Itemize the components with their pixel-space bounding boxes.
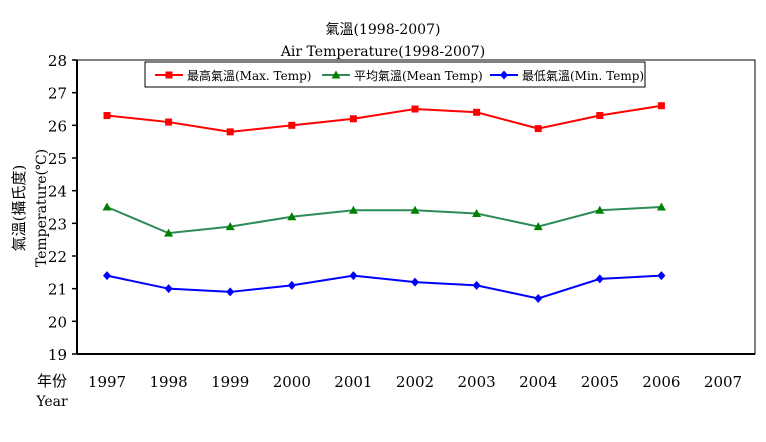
y-axis-label-en: Temperature(℃): [34, 149, 50, 267]
y-tick-label: 28: [48, 52, 67, 70]
legend-label: 最低氣溫(Min. Temp): [522, 69, 644, 83]
x-tick-label: 2004: [519, 373, 557, 391]
series-2: [103, 271, 666, 303]
data-point: [102, 202, 112, 211]
y-tick-label: 22: [48, 248, 67, 266]
data-point: [164, 228, 174, 237]
series-line: [106, 104, 662, 133]
x-tick-label: 2001: [334, 373, 372, 391]
data-point: [226, 128, 234, 136]
data-point: [288, 121, 296, 129]
data-point: [657, 271, 666, 281]
legend-item: 最高氣溫(Max. Temp): [155, 68, 311, 83]
data-point: [349, 271, 358, 281]
x-tick-label: 2007: [704, 373, 742, 391]
x-tick-label: 1998: [150, 373, 188, 391]
y-tick-label: 26: [48, 117, 67, 135]
x-tick-label: 2003: [458, 373, 496, 391]
data-point: [534, 125, 542, 133]
data-point: [534, 293, 543, 303]
series-1: [102, 202, 666, 237]
data-point: [411, 105, 419, 113]
x-axis-label: 年份: [37, 372, 67, 390]
series-line: [106, 206, 662, 235]
data-point: [500, 70, 508, 80]
data-point: [657, 102, 665, 110]
legend-box: [144, 61, 646, 88]
data-point: [165, 118, 173, 126]
legend-label: 最高氣溫(Max. Temp): [187, 68, 311, 83]
chart-title: 氣溫(1998-2007): [326, 22, 441, 38]
x-tick-label: 2002: [396, 373, 434, 391]
data-point: [226, 287, 235, 297]
y-tick-label: 23: [48, 215, 67, 233]
y-axis-label: 氣溫(攝氏度): [10, 165, 28, 252]
data-point: [287, 212, 297, 221]
series-0: [103, 102, 665, 136]
x-tick-label: 1999: [211, 373, 249, 391]
data-point: [225, 222, 235, 231]
series-line: [106, 274, 662, 300]
legend-item: 平均氣溫(Mean Temp): [322, 69, 483, 83]
y-tick-label: 24: [48, 183, 67, 201]
data-point: [472, 209, 482, 218]
y-tick-label: 20: [48, 313, 67, 331]
x-tick-label: 2006: [642, 373, 680, 391]
data-point: [103, 112, 111, 120]
data-point: [331, 70, 341, 79]
data-point: [349, 115, 357, 123]
data-point: [411, 277, 419, 287]
y-tick-label: 21: [48, 281, 67, 299]
y-tick-label: 27: [48, 85, 67, 103]
data-point: [164, 284, 173, 294]
data-point: [473, 108, 481, 116]
x-tick-label: 2005: [581, 373, 619, 391]
data-point: [348, 205, 358, 214]
data-point: [410, 205, 420, 214]
data-point: [595, 274, 604, 284]
data-point: [656, 202, 666, 211]
data-point: [472, 280, 481, 290]
data-point: [165, 71, 173, 79]
data-point: [533, 222, 543, 231]
legend-label: 平均氣溫(Mean Temp): [354, 69, 483, 83]
data-point: [103, 271, 111, 281]
data-point: [595, 205, 605, 214]
legend-item: 最低氣溫(Min. Temp): [490, 69, 644, 83]
y-tick-label: 25: [48, 150, 67, 168]
chart-subtitle: Air Temperature(1998-2007): [280, 44, 485, 60]
data-point: [287, 280, 296, 290]
x-tick-label: 2000: [273, 373, 311, 391]
x-axis-label-en: Year: [35, 394, 68, 410]
data-point: [596, 112, 604, 120]
y-tick-label: 19: [48, 346, 67, 364]
x-tick-label: 1997: [88, 373, 126, 391]
